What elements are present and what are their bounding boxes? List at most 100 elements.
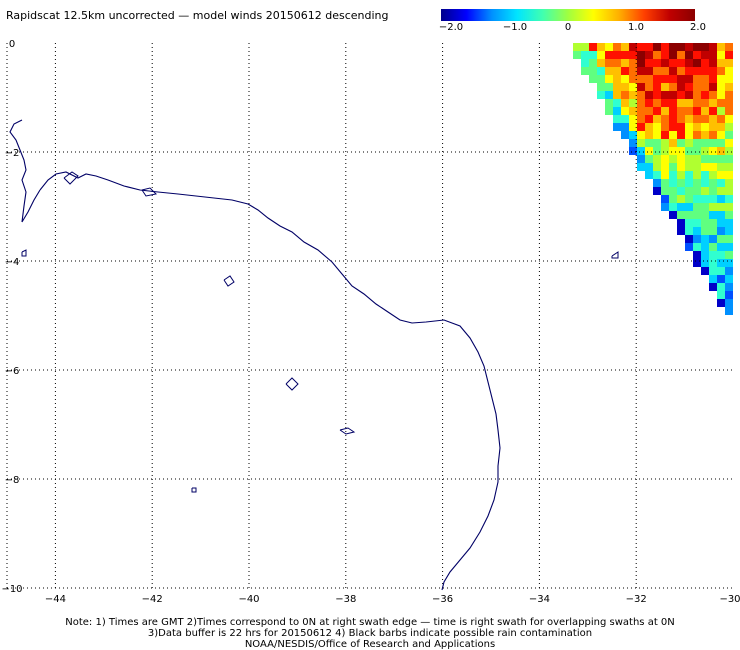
swath-cell <box>621 91 629 99</box>
swath-cell <box>677 123 685 131</box>
swath-cell <box>693 219 701 227</box>
swath-cell <box>693 59 701 67</box>
swath-cell <box>669 139 677 147</box>
swath-cell <box>669 179 677 187</box>
swath-cell <box>725 99 733 107</box>
swath-cell <box>685 59 693 67</box>
swath-cell <box>661 91 669 99</box>
swath-cell <box>677 203 685 211</box>
swath-cell <box>605 75 613 83</box>
swath-cell <box>693 107 701 115</box>
swath-cell <box>669 83 677 91</box>
swath-cell <box>653 123 661 131</box>
x-tick-label: −42 <box>142 594 163 605</box>
swath-cell <box>709 227 717 235</box>
coastline-west <box>9 119 41 223</box>
swath-cell <box>725 227 733 235</box>
swath-cell <box>637 83 645 91</box>
x-tick-label: −32 <box>626 594 647 605</box>
swath-cell <box>661 195 669 203</box>
swath-cell <box>701 267 709 275</box>
swath-cell <box>645 99 653 107</box>
swath-cell <box>725 51 733 59</box>
swath-cell <box>709 123 717 131</box>
swath-cell <box>709 267 717 275</box>
colorbar-label: 2.0 <box>690 22 706 33</box>
x-tick-label: −38 <box>335 594 356 605</box>
swath-cell <box>637 147 645 155</box>
swath-cell <box>669 131 677 139</box>
swath-cell <box>653 155 661 163</box>
swath-cell <box>637 43 645 51</box>
swath-cell <box>717 171 725 179</box>
swath-cell <box>685 211 693 219</box>
swath-cell <box>661 115 669 123</box>
swath-cell <box>613 51 621 59</box>
swath-cell <box>661 163 669 171</box>
swath-cell <box>677 195 685 203</box>
swath-cell <box>677 91 685 99</box>
swath-cell <box>669 99 677 107</box>
swath-cell <box>677 59 685 67</box>
island-outline <box>141 187 158 197</box>
swath-cell <box>605 67 613 75</box>
swath-cell <box>685 147 693 155</box>
swath-cell <box>645 147 653 155</box>
swath-cell <box>693 171 701 179</box>
swath-cell <box>701 155 709 163</box>
swath-cell <box>661 83 669 91</box>
swath-cell <box>725 67 733 75</box>
swath-cell <box>629 91 637 99</box>
swath-cell <box>709 147 717 155</box>
swath-cell <box>613 115 621 123</box>
swath-cell <box>605 83 613 91</box>
coastline <box>9 119 619 591</box>
swath-cell <box>661 139 669 147</box>
swath-cell <box>669 163 677 171</box>
swath-cell <box>725 163 733 171</box>
swath-cell <box>693 235 701 243</box>
swath-cell <box>709 219 717 227</box>
swath-cell <box>621 43 629 51</box>
swath-cell <box>637 107 645 115</box>
swath-cell <box>669 75 677 83</box>
swath-cell <box>677 131 685 139</box>
swath-cell <box>725 243 733 251</box>
swath-cell <box>669 171 677 179</box>
swath-cell <box>653 99 661 107</box>
swath-cell <box>717 211 725 219</box>
swath-cell <box>709 115 717 123</box>
swath-cell <box>685 179 693 187</box>
note-line-2: 3)Data buffer is 22 hrs for 20150612 4) … <box>147 628 593 639</box>
swath-cell <box>709 99 717 107</box>
swath-cell <box>709 259 717 267</box>
swath-cell <box>613 43 621 51</box>
swath-cell <box>629 131 637 139</box>
swath-cell <box>701 139 709 147</box>
swath-cell <box>685 91 693 99</box>
swath-cell <box>653 115 661 123</box>
swath-cell <box>717 163 725 171</box>
swath-cell <box>725 251 733 259</box>
swath-cell <box>693 75 701 83</box>
swath-cell <box>677 75 685 83</box>
swath-cell <box>717 291 725 299</box>
swath-cell <box>589 59 597 67</box>
swath-cell <box>693 155 701 163</box>
swath-cell <box>725 91 733 99</box>
swath-cell <box>725 283 733 291</box>
swath-cell <box>621 131 629 139</box>
swath-cell <box>621 51 629 59</box>
swath-cell <box>645 107 653 115</box>
swath-cell <box>621 115 629 123</box>
swath-cell <box>653 59 661 67</box>
swath-cell <box>725 235 733 243</box>
swath-cell <box>685 123 693 131</box>
swath-cell <box>693 259 701 267</box>
x-tick-label: −34 <box>529 594 550 605</box>
swath-map: −44 −42 −40 −38 −36 −34 −32 −30 0 −2 −4 −6 −8 −10 <box>1 39 740 605</box>
swath-cell <box>677 115 685 123</box>
swath-cell <box>709 203 717 211</box>
swath-cell <box>637 59 645 67</box>
swath-cell <box>709 67 717 75</box>
